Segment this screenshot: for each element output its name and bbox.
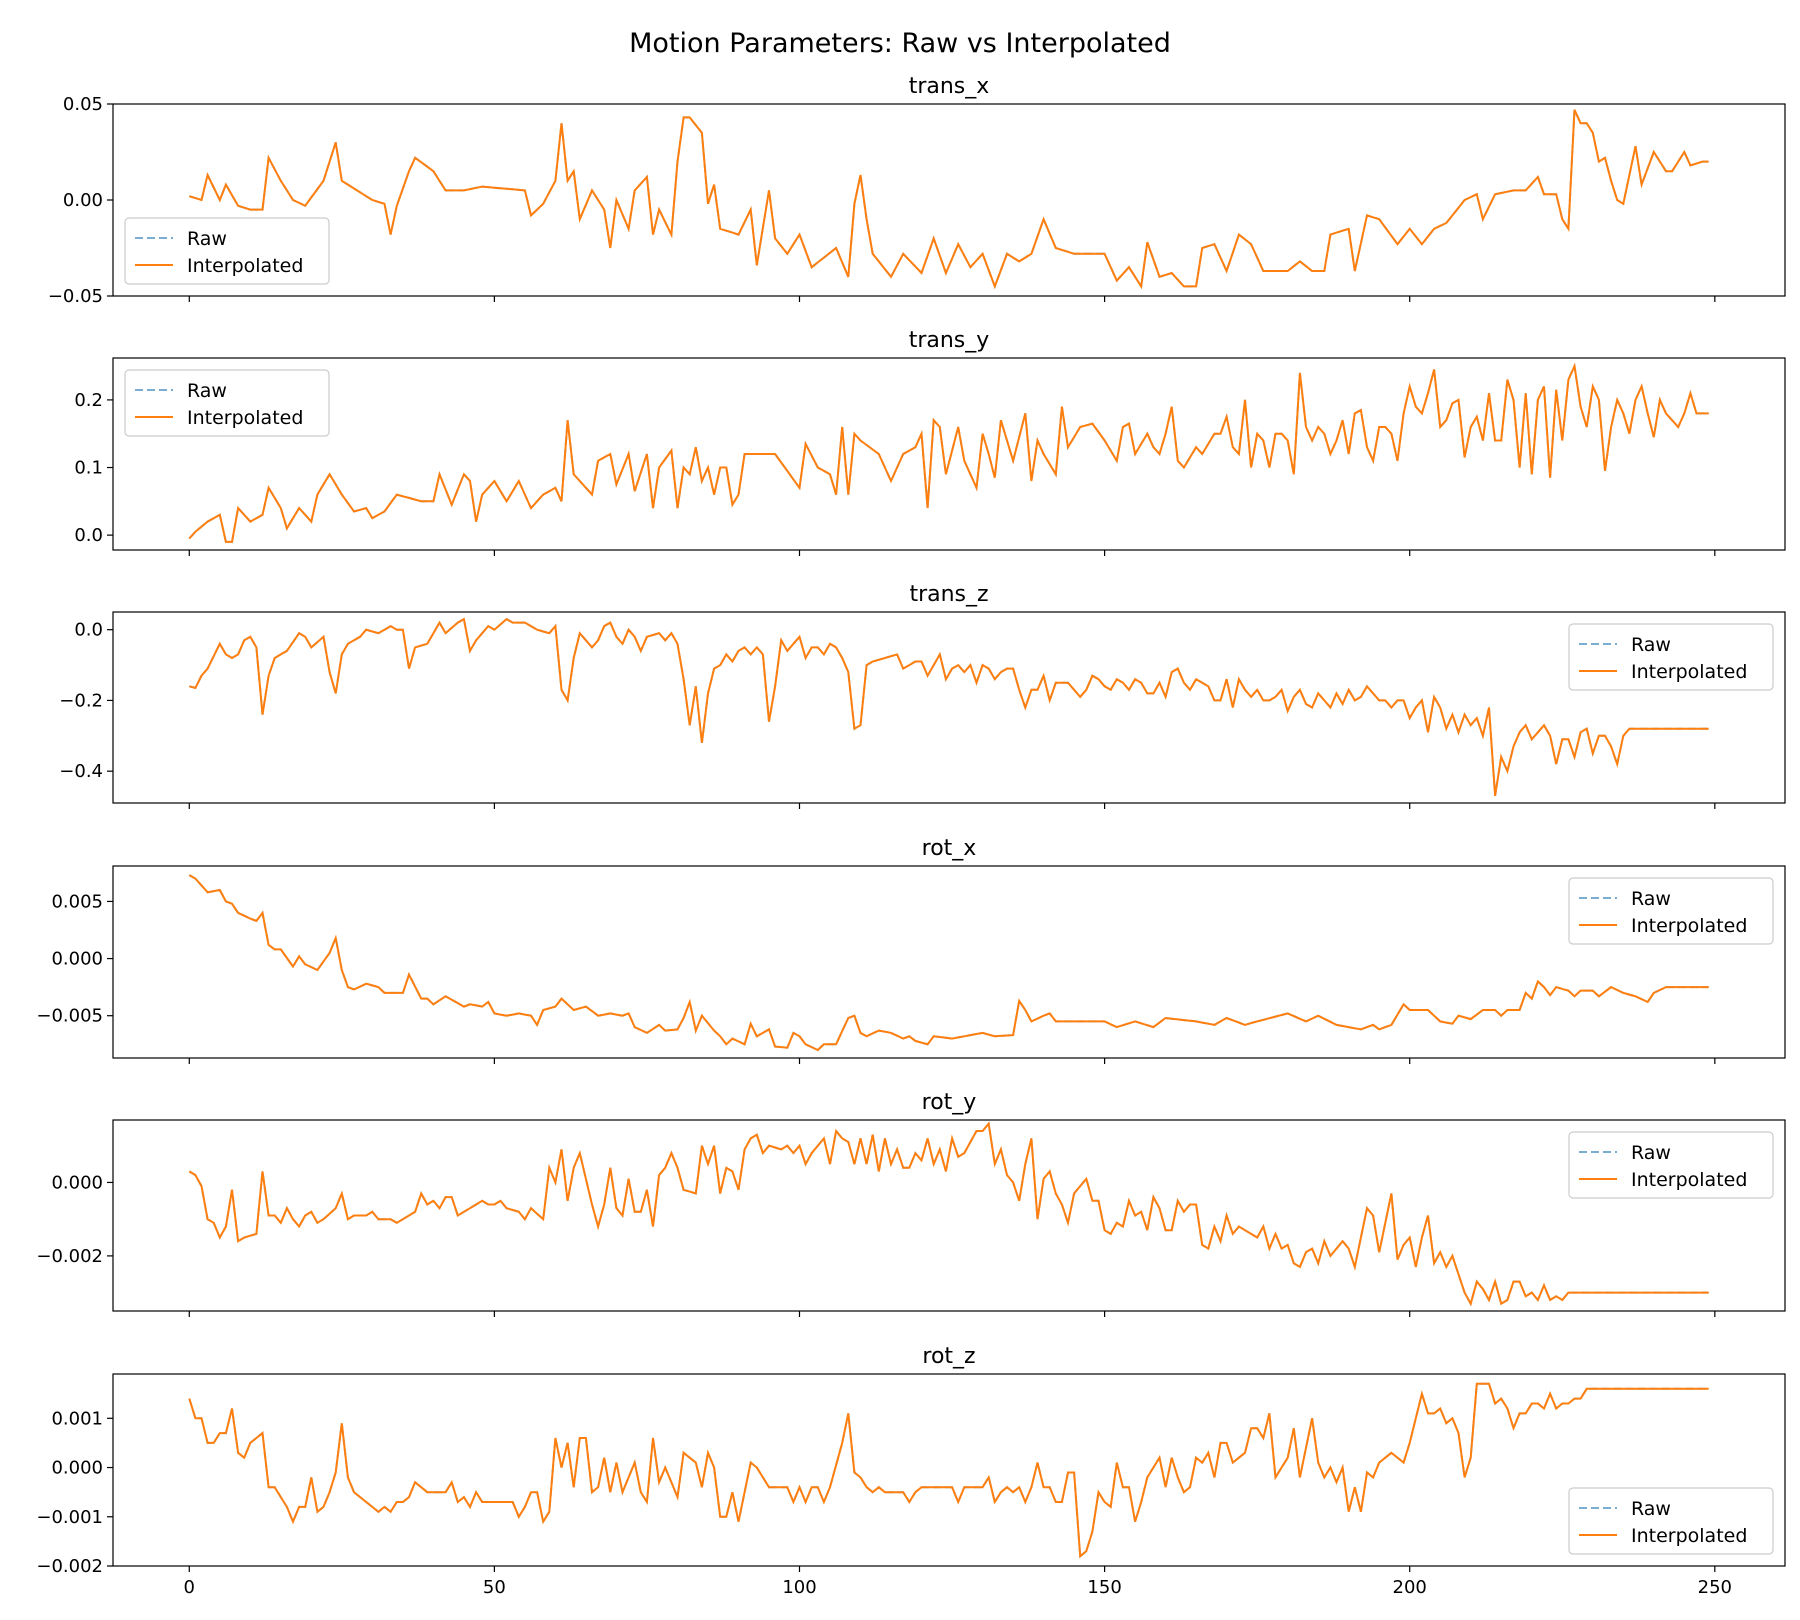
legend-interpolated-label: Interpolated: [1631, 1169, 1747, 1191]
legend-interpolated-label: Interpolated: [1631, 915, 1747, 937]
subplot-panels: trans_x−0.050.000.05RawInterpolatedtrans…: [36, 74, 1786, 1598]
legend-box: [1568, 877, 1774, 945]
y-tick-label: 0.005: [51, 891, 103, 912]
legend-box: [124, 217, 330, 285]
subplot-rot_z: rot_z 0 50 100 150 200 250 −0.002 −0.001 0.000 0.0…: [36, 1344, 1786, 1598]
axes-frame: [112, 357, 1786, 551]
series-lines: [189, 617, 1709, 797]
interpolated-series-line: [188, 1382, 1709, 1559]
axes-frame: [112, 1373, 1786, 1567]
legend: Raw Interpolated: [124, 369, 330, 437]
legend-interpolated-label: Interpolated: [1631, 1525, 1747, 1547]
subplot-rot_y: rot_y −0.002 0.000 Raw Interpolated: [36, 1090, 1786, 1317]
subplot-rot_x: rot_x −0.005 0.000 0.005 Raw Interpolated: [36, 836, 1786, 1064]
y-tick-label: −0.002: [36, 1556, 103, 1577]
legend-interpolated-label: Interpolated: [187, 255, 303, 277]
legend: Raw Interpolated: [124, 217, 330, 285]
y-tick-label: 0.0: [74, 620, 103, 641]
y-tick-label: 0.00: [63, 190, 103, 211]
subplot-title: trans_x: [909, 74, 990, 99]
interpolated-series-line: [189, 109, 1709, 290]
y-tick-label: −0.2: [59, 690, 103, 711]
legend-box: [1568, 623, 1774, 691]
subplot-title: rot_x: [922, 836, 977, 861]
y-tick-label: 0.2: [74, 390, 103, 411]
y-tick-label: −0.4: [59, 761, 103, 782]
legend: Raw Interpolated: [1568, 623, 1774, 691]
x-tick-label: 100: [782, 1577, 816, 1598]
series-lines: [188, 1382, 1709, 1559]
axes-frame: [112, 1119, 1786, 1312]
y-tick-label: −0.002: [36, 1246, 103, 1267]
subplot-trans_z: trans_z −0.4 −0.2 0.0 Raw Interpolated: [59, 582, 1786, 809]
x-tick-label: 0: [184, 1577, 195, 1598]
legend-raw-label: Raw: [1631, 1498, 1671, 1520]
y-tick-label: 0.1: [74, 458, 103, 479]
legend-raw-label: Raw: [1631, 634, 1671, 656]
legend: Raw Interpolated: [1568, 1131, 1774, 1199]
series-lines: [188, 362, 1709, 543]
subplot-title: rot_z: [922, 1344, 975, 1369]
axes-frame: [112, 611, 1786, 804]
interpolated-series-line: [188, 1121, 1709, 1307]
subplot-title: rot_y: [922, 1090, 977, 1115]
y-tick-label: 0.000: [51, 1172, 103, 1193]
interpolated-series-line: [188, 362, 1709, 543]
axes-frame: [112, 865, 1786, 1059]
legend-raw-label: Raw: [1631, 1142, 1671, 1164]
y-tick-label: 0.000: [51, 949, 103, 970]
legend-raw-label: Raw: [187, 228, 227, 250]
y-tick-label: 0.001: [51, 1408, 103, 1429]
interpolated-series-line: [188, 874, 1709, 1052]
x-tick-label: 250: [1698, 1577, 1732, 1598]
legend: Raw Interpolated: [1568, 1487, 1774, 1555]
interpolated-series-line: [189, 617, 1709, 797]
legend-box: [124, 369, 330, 437]
y-tick-label: 0.0: [74, 525, 103, 546]
legend: Raw Interpolated: [1568, 877, 1774, 945]
y-tick-label: −0.05: [48, 286, 103, 307]
y-tick-label: 0.05: [63, 94, 103, 115]
legend-raw-label: Raw: [187, 380, 227, 402]
y-tick-label: −0.005: [36, 1006, 103, 1027]
y-tick-label: 0.000: [51, 1458, 103, 1479]
series-lines: [188, 1121, 1709, 1307]
x-tick-label: 50: [483, 1577, 506, 1598]
x-tick-label: 200: [1393, 1577, 1427, 1598]
legend-interpolated-label: Interpolated: [1631, 661, 1747, 683]
subplot-trans_y: trans_y 0.0 0.1 0.2 Raw Interpolated: [74, 328, 1786, 556]
legend-box: [1568, 1487, 1774, 1555]
series-lines: [189, 109, 1709, 290]
subplot-title: trans_z: [909, 582, 988, 607]
legend-raw-label: Raw: [1631, 888, 1671, 910]
series-lines: [188, 874, 1709, 1052]
legend-interpolated-label: Interpolated: [187, 407, 303, 429]
legend-box: [1568, 1131, 1774, 1199]
x-tick-label: 150: [1087, 1577, 1121, 1598]
y-tick-label: −0.001: [36, 1507, 103, 1528]
subplot-title: trans_y: [909, 328, 990, 353]
figure-title: Motion Parameters: Raw vs Interpolated: [629, 28, 1171, 59]
subplot-trans_x: trans_x −0.05 0.00 0.05 Raw Interpolated: [48, 74, 1786, 307]
